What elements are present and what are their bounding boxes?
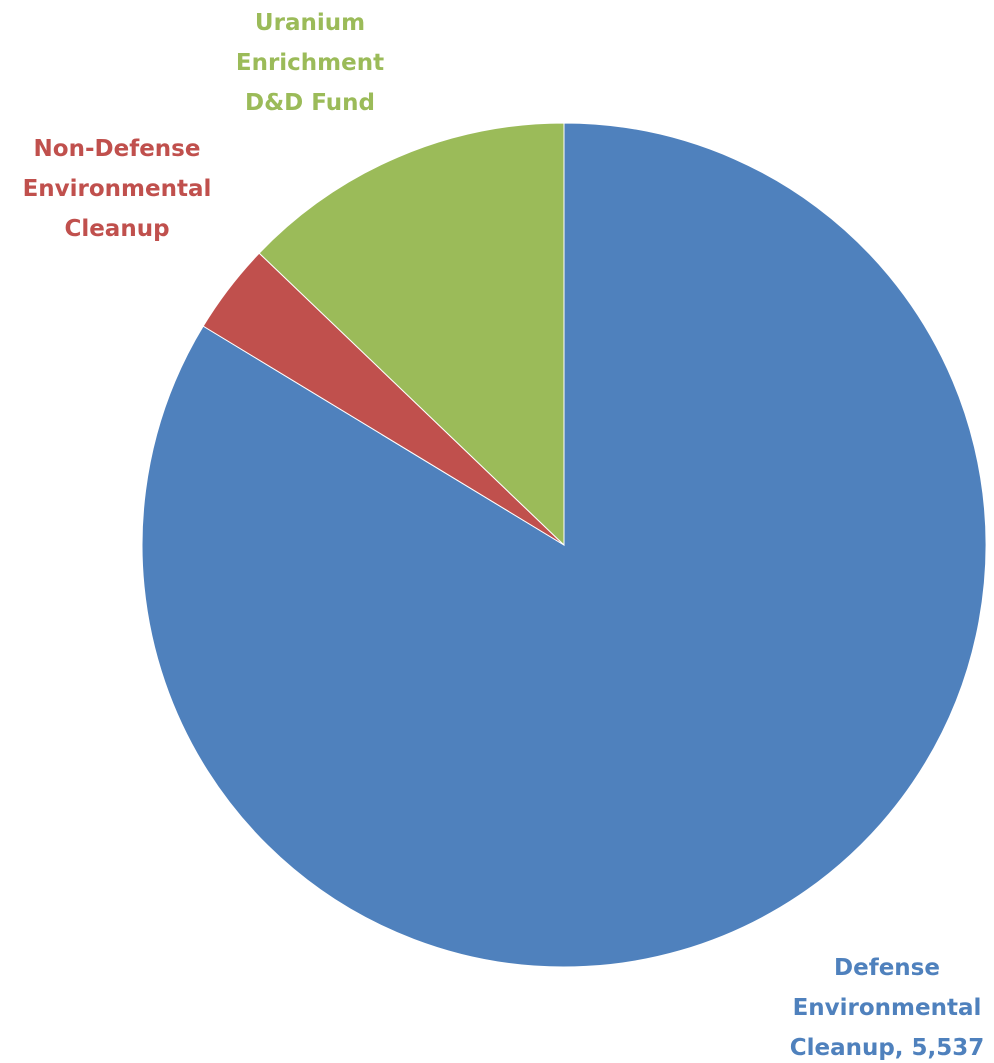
slice-label-line: Defense — [834, 955, 940, 981]
slice-label-line: Cleanup, 5,537 — [790, 1035, 985, 1061]
slice-label-line: Environmental — [793, 995, 982, 1021]
pie-slice-uranium-enrichment-d-d-fund — [258, 122, 565, 547]
slice-label-line: D&D Fund — [245, 90, 375, 116]
slice-label-uranium-enrichment-d-d-fund: Uranium Enrichment D&D Fund — [236, 10, 384, 116]
slice-label-line: Environmental — [23, 176, 212, 202]
slice-label-non-defense-environmental-cleanup: Non-Defense Environmental Cleanup — [23, 136, 212, 242]
pie-slices — [141, 122, 987, 968]
slice-label-line: Enrichment — [236, 50, 384, 76]
slice-label-defense-environmental-cleanup: Defense Environmental Cleanup, 5,537 — [790, 955, 985, 1061]
slice-label-line: Uranium — [255, 10, 365, 36]
slice-label-line: Cleanup — [64, 216, 169, 242]
slice-label-line: Non-Defense — [34, 136, 201, 162]
slice-labels: Defense Environmental Cleanup, 5,537 Non-De… — [23, 10, 985, 1061]
